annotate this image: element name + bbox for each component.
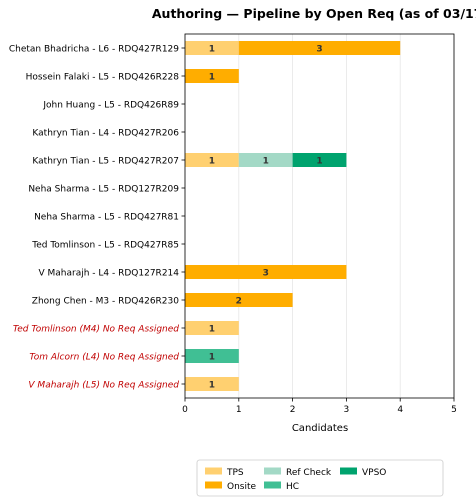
bar-segment [238, 41, 401, 55]
y-tick-label: Chetan Bhadricha - L6 - RDQ427R129 [9, 45, 179, 55]
data-label: 2 [236, 297, 242, 307]
x-tick-label: 2 [290, 405, 296, 415]
legend-swatch [340, 467, 357, 475]
data-label: 3 [263, 269, 269, 279]
data-label: 1 [209, 325, 215, 335]
data-label: 1 [316, 157, 322, 167]
x-tick-label: 3 [344, 405, 350, 415]
data-label: 1 [209, 157, 215, 167]
x-tick-label: 4 [397, 405, 403, 415]
grid-lines [184, 34, 455, 398]
y-tick-label: Hossein Falaki - L5 - RDQ426R228 [26, 73, 180, 83]
legend: TPS Onsite Ref Check HC VPSO [196, 459, 444, 497]
y-tick-label: Zhong Chen - M3 - RDQ426R230 [32, 297, 179, 307]
x-tick-label: 5 [451, 405, 457, 415]
y-tick-label: V Maharajh - L4 - RDQ127R214 [39, 269, 180, 279]
data-label: 1 [209, 73, 215, 83]
y-tick-label: Kathryn Tian - L4 - RDQ427R206 [32, 129, 179, 139]
legend-label: TPS [226, 468, 244, 478]
y-tick-label: Kathryn Tian - L5 - RDQ427R207 [32, 157, 179, 167]
legend-frame [196, 459, 444, 497]
y-tick-label: John Huang - L5 - RDQ426R89 [42, 101, 179, 111]
bar-segment [185, 349, 239, 363]
data-label: 3 [316, 45, 322, 55]
bar-segment [185, 69, 239, 83]
x-tick-label: 1 [236, 405, 242, 415]
legend-swatch [205, 481, 222, 489]
y-tick-label: Ted Tomlinson (M4) No Req Assigned [13, 325, 179, 335]
legend-label: Ref Check [286, 468, 332, 478]
data-label: 1 [209, 45, 215, 55]
bars: 1 3 1 1 1 1 3 2 1 1 1 [185, 41, 401, 391]
bar-segment [185, 265, 347, 279]
data-label: 1 [209, 381, 215, 391]
bar-segment [185, 41, 239, 55]
y-tick-label: Tom Alcorn (L4) No Req Assigned [29, 353, 179, 363]
bar-segment [238, 153, 293, 167]
x-axis-label: Candidates [292, 423, 348, 434]
legend-label: VPSO [362, 468, 386, 478]
bar-segment [185, 153, 239, 167]
bar-segment [185, 321, 239, 335]
chart-title: Authoring — Pipeline by Open Req (as of … [152, 6, 476, 21]
data-label: 1 [263, 157, 269, 167]
bar-segment [185, 377, 239, 391]
data-label: 1 [209, 353, 215, 363]
y-tick-label: V Maharajh (L5) No Req Assigned [28, 381, 179, 391]
y-axis: Chetan Bhadricha - L6 - RDQ427R129 Hossei… [9, 45, 185, 391]
y-tick-label: Ted Tomlinson - L5 - RDQ427R85 [31, 241, 179, 251]
legend-swatch [205, 467, 222, 475]
legend-swatch [264, 481, 281, 489]
y-tick-label: Neha Sharma - L5 - RDQ427R81 [34, 213, 179, 223]
legend-label: HC [286, 482, 299, 492]
plot-frame [184, 33, 455, 399]
bar-segment [292, 153, 347, 167]
legend-swatch [264, 467, 281, 475]
x-axis: 0 1 2 3 4 5 [182, 398, 457, 415]
legend-label: Onsite [227, 482, 257, 492]
y-tick-label: Neha Sharma - L5 - RDQ127R209 [28, 185, 179, 195]
bar-segment [185, 293, 293, 307]
x-tick-label: 0 [182, 405, 188, 415]
